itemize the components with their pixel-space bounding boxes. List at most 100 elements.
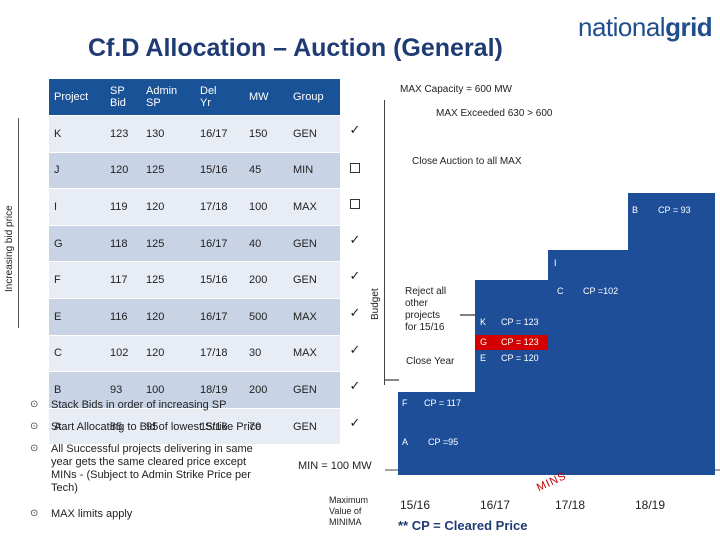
- column-header: MW: [244, 79, 288, 117]
- bullet-text: MAX limits apply: [51, 508, 133, 520]
- table-cell: MAX: [288, 298, 340, 336]
- close-year-note: Close Year: [406, 356, 455, 367]
- table-cell: 150: [244, 115, 288, 153]
- year-label: 17/18: [555, 498, 586, 512]
- table-cell: 120: [141, 335, 195, 373]
- table-cell: 500: [244, 298, 288, 336]
- column-header: Del Yr: [195, 79, 244, 117]
- close-auction-note: Close Auction to all MAX: [412, 156, 522, 167]
- min-note: MIN = 100 MW: [298, 460, 372, 472]
- table-cell: 120: [141, 298, 195, 336]
- table-cell: 120: [141, 188, 195, 226]
- table-cell: 123: [105, 115, 141, 153]
- table-cell: 15/16: [195, 261, 244, 300]
- table-cell: MIN: [288, 152, 340, 190]
- bar-K-project: K: [480, 317, 487, 327]
- table-cell: 200: [244, 371, 288, 409]
- bar-C-project: C: [557, 286, 564, 296]
- table-cell: J: [49, 152, 105, 190]
- bar-F-cp: CP = 117: [424, 398, 461, 408]
- table-cell: 30: [244, 335, 288, 373]
- table-cell: 125: [141, 152, 195, 190]
- axis-line: [18, 118, 19, 328]
- bar-I-project: I: [554, 258, 557, 268]
- max-exceeded-note: MAX Exceeded 630 > 600: [436, 108, 553, 119]
- column-header: Admin SP: [141, 79, 195, 117]
- table-row: E 116 120 16/17 500 MAX: [49, 298, 340, 336]
- bar-G-project: G: [480, 337, 488, 347]
- table-cell: 116: [105, 298, 141, 336]
- table-cell: 118: [105, 225, 141, 263]
- bar-K: K CP = 123: [475, 310, 548, 335]
- table-row: J 120 125 15/16 45 MIN: [49, 152, 340, 190]
- bar-G-cp: CP = 123: [501, 337, 539, 347]
- table-cell: 93: [105, 371, 141, 409]
- column-header: Group: [288, 79, 340, 117]
- bar-G: G CP = 123: [475, 335, 548, 350]
- bar-K-cp: CP = 123: [501, 317, 539, 327]
- checkmark-icon: ✓: [349, 231, 361, 247]
- table-cell: GEN: [288, 115, 340, 153]
- table-cell: 95: [141, 408, 195, 446]
- table-cell: 15/16: [195, 408, 244, 446]
- increasing-bid-price-label: Increasing bid price: [4, 205, 15, 292]
- bid-table: Project SP Bid Admin SP Del Yr MW Group K 12…: [49, 79, 340, 446]
- checkmark-icon: ✓: [349, 378, 361, 394]
- table-cell: F: [49, 261, 105, 300]
- max-capacity-note: MAX Capacity = 600 MW: [400, 84, 512, 95]
- checkmark-icon: ✓: [349, 268, 361, 284]
- page-title: Cf.D Allocation – Auction (General): [88, 34, 503, 62]
- table-cell: 100: [141, 371, 195, 409]
- table-cell: 16/17: [195, 225, 244, 263]
- budget-label: Budget: [370, 288, 381, 320]
- bar-B-project: B: [632, 205, 639, 215]
- bar-E: E CP = 120: [475, 350, 548, 390]
- table-row: G 118 125 16/17 40 GEN: [49, 225, 340, 263]
- table-cell: 70: [244, 408, 288, 446]
- bullet-text: Start Allocating to Bid of lowest Strike…: [51, 421, 262, 433]
- table-cell: MAX: [288, 188, 340, 226]
- table-cell: 200: [244, 261, 288, 300]
- table-cell: 17/18: [195, 188, 244, 226]
- table-cell: 85: [105, 408, 141, 446]
- cleared-price-note: ** CP = Cleared Price: [398, 518, 528, 533]
- bar-E-cp: CP = 120: [501, 353, 539, 363]
- table-cell: 102: [105, 335, 141, 373]
- bar-B-cp: CP = 93: [658, 205, 691, 215]
- bar-A: A CP =95: [398, 430, 548, 475]
- bar-B: B CP = 93: [628, 193, 715, 475]
- checkbox-unchecked-icon: [350, 199, 360, 210]
- year-label: 16/17: [480, 498, 511, 512]
- table-cell: 100: [244, 188, 288, 226]
- checkmark-icon: ✓: [349, 414, 361, 430]
- table-cell: 130: [141, 115, 195, 153]
- budget-axis-line: [384, 100, 385, 385]
- table-cell: GEN: [288, 371, 340, 409]
- table-cell: I: [49, 188, 105, 226]
- table-cell: G: [49, 225, 105, 263]
- table-row: C 102 120 17/18 30 MAX: [49, 335, 340, 373]
- table-cell: 40: [244, 225, 288, 263]
- table-cell: 125: [141, 225, 195, 263]
- table-cell: 15/16: [195, 152, 244, 190]
- bar-A-cp: CP =95: [428, 437, 459, 447]
- table-cell: GEN: [288, 408, 340, 446]
- table-cell: K: [49, 115, 105, 153]
- year-label: 18/19: [635, 498, 666, 512]
- logo-light-text: national: [578, 12, 666, 42]
- table-cell: 16/17: [195, 115, 244, 153]
- table-cell: A: [49, 408, 105, 446]
- table-row: F 117 125 15/16 200 GEN: [49, 261, 340, 300]
- table-cell: 18/19: [195, 371, 244, 409]
- column-header: Project: [49, 79, 105, 117]
- table-cell: 17/18: [195, 335, 244, 373]
- national-grid-logo: nationalgrid: [578, 12, 713, 43]
- bar-A-project: A: [402, 437, 409, 447]
- bullet-text: Stack Bids in order of increasing SP: [51, 399, 227, 411]
- bar-F-project: F: [402, 398, 408, 408]
- logo-bold-text: grid: [665, 12, 713, 42]
- table-cell: 120: [105, 152, 141, 190]
- reject-all-note: Reject all other projects for 15/16: [405, 286, 447, 333]
- bar-E-project: E: [480, 353, 487, 363]
- bar-F: F CP = 117: [398, 392, 548, 430]
